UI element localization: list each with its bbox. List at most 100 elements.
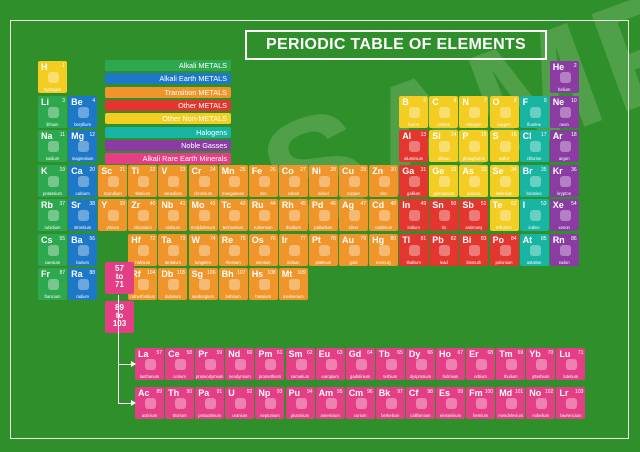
element-symbol: Nd: [228, 349, 241, 359]
element-symbol: Na: [41, 131, 53, 141]
atomic-number: 26: [270, 166, 276, 173]
bulb-icon: [559, 141, 571, 152]
atomic-number: 96: [367, 389, 373, 395]
element-name: lead: [439, 259, 448, 265]
element-symbol: Pt: [311, 234, 321, 245]
element-symbol: He: [552, 62, 565, 72]
element-name: scandium: [103, 190, 122, 196]
element-symbol: B: [402, 96, 409, 107]
atomic-number: 74: [209, 235, 216, 242]
element-cell: C 6 carbon: [429, 95, 459, 128]
element-icon: [385, 359, 397, 370]
actinide-cell: Fm 100 fermium: [466, 387, 496, 419]
element-name: dubnium: [164, 294, 181, 299]
element-name: rhenium: [225, 259, 241, 265]
atomic-number: 8: [513, 97, 517, 104]
element-symbol: Tm: [499, 349, 513, 359]
radiation-icon: [499, 244, 511, 256]
element-icon: [355, 359, 367, 370]
element-cell: Ir 77 iridium: [278, 233, 308, 266]
actinide-cell: Cf 98 californium: [405, 387, 435, 419]
atomic-number: 46: [330, 201, 336, 207]
element-symbol: W: [191, 234, 201, 245]
element-cell: Ru 44 ruthenium: [248, 199, 278, 231]
element-icon: [415, 398, 427, 409]
element-cell: Rb 37 rubidium: [38, 199, 67, 231]
element-symbol: Os: [251, 234, 264, 245]
atomic-number: 4: [92, 97, 96, 104]
element-cell: Db 105 dubnium: [158, 268, 188, 300]
element-name: praseodymium: [195, 374, 224, 379]
element-icon: [295, 359, 307, 370]
element-name: iridium: [287, 259, 300, 265]
tyre-icon: [499, 141, 511, 152]
element-name: astatine: [526, 259, 542, 265]
element-name: cerium: [173, 374, 186, 379]
bottle-icon: [469, 106, 481, 118]
element-name: thulium: [503, 374, 518, 379]
atomic-number: 64: [367, 350, 373, 356]
element-symbol: Kr: [552, 165, 563, 176]
element-name: fluorine: [527, 121, 541, 127]
thermometer-icon: [379, 244, 391, 256]
atomic-number: 14: [450, 132, 457, 138]
element-name: barium: [76, 259, 89, 265]
element-name: calcium: [75, 190, 90, 196]
atomic-number: 92: [246, 389, 253, 395]
element-symbol: La: [138, 349, 149, 359]
element-name: titanium: [135, 190, 151, 196]
fire-icon: [469, 210, 481, 221]
element-symbol: Hg: [372, 234, 385, 245]
legend-item: Transition METALS: [105, 86, 231, 98]
element-cell: Ag 47 silver: [339, 199, 368, 231]
element-cell: In 49 indium: [399, 199, 429, 231]
atomic-number: 95: [337, 389, 343, 395]
element-cell: Os 76 osmium: [248, 233, 278, 266]
element-symbol: Bk: [378, 388, 391, 398]
element-icon: [536, 398, 548, 409]
element-name: erbium: [474, 374, 487, 379]
atomic-number: 68: [487, 350, 494, 356]
pencil-icon: [439, 106, 451, 118]
element-symbol: In: [402, 200, 411, 210]
actinide-cell: Ac 89 actinium: [135, 387, 164, 419]
element-symbol: Pa: [198, 388, 210, 398]
element-name: californium: [410, 413, 431, 418]
banana-icon: [48, 175, 59, 187]
actinide-cell: Pa 91 protactinium: [195, 387, 225, 419]
element-name: terbium: [383, 374, 398, 379]
element-symbol: Al: [402, 131, 412, 141]
atomic-number: 25: [240, 166, 246, 173]
element-symbol: Fm: [469, 388, 483, 398]
atomic-number: 37: [59, 201, 65, 207]
legend-item: Other Non-METALS: [105, 113, 231, 125]
lanthanide-cell: Lu 71 lutetium: [556, 348, 586, 380]
atomic-number: 93: [276, 389, 283, 395]
phone-icon: [168, 244, 180, 256]
balloon-icon: [48, 72, 59, 83]
atomic-number: 30: [390, 166, 397, 173]
element-cell: Fr 87 francium: [38, 268, 67, 300]
element-cell: N 7 nitrogen: [459, 95, 489, 128]
element-symbol: Ru: [251, 200, 264, 210]
element-icon: [145, 398, 156, 409]
element-symbol: Ir: [281, 234, 288, 245]
element-name: promethium: [258, 374, 281, 379]
element-symbol: Ag: [342, 200, 354, 210]
element-name: actinium: [141, 413, 158, 418]
element-name: yttrium: [106, 225, 119, 230]
element-name: lanthanum: [139, 374, 160, 379]
atomic-number: 59: [216, 350, 223, 356]
atomic-number: 44: [270, 201, 276, 207]
atomic-number: 5: [423, 97, 427, 104]
medicine-icon: [469, 244, 481, 256]
element-name: carbon: [437, 121, 451, 127]
lanthanide-cell: Yb 70 ytterbium: [526, 348, 556, 380]
element-name: lithium: [46, 121, 59, 127]
element-name: silicon: [437, 156, 450, 161]
element-name: seaborgium: [192, 294, 214, 299]
atomic-number: 54: [571, 201, 577, 207]
element-name: radon: [558, 259, 570, 265]
element-icon: [145, 359, 156, 370]
atomic-number: 102: [544, 389, 554, 395]
